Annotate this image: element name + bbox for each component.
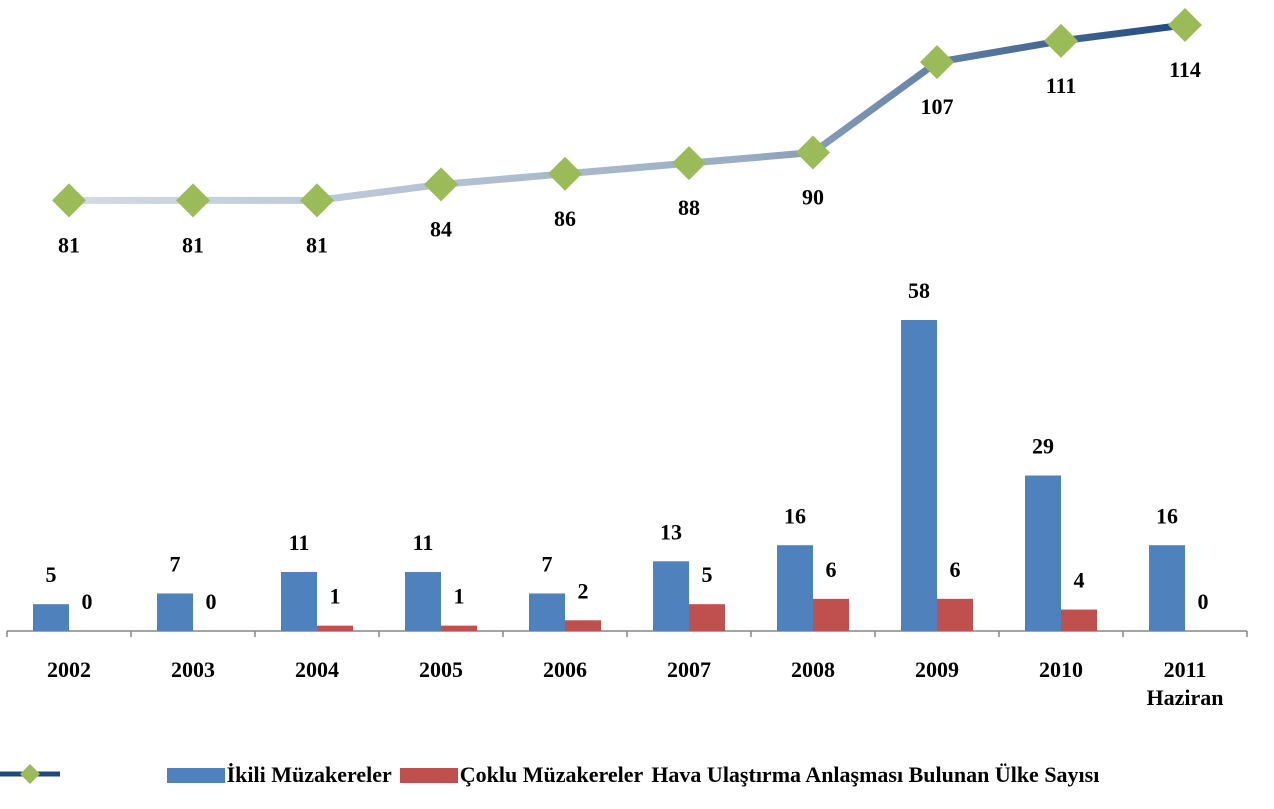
data-label: 0 [1198,589,1209,614]
x-tick-label: 2003 [171,657,215,682]
x-tick-label: 2011 Haziran [1146,657,1224,710]
marker [920,45,954,80]
data-label: 16 [1156,503,1178,528]
data-label: 2 [578,578,589,603]
legend-swatch [399,767,458,783]
x-tick-label: 2005 [419,657,463,682]
data-label: 5 [46,562,57,587]
x-tick-label: 2004 [295,657,339,682]
data-label: 81 [182,232,204,257]
data-label: 6 [950,557,961,582]
x-tick-label: 2007 [667,657,711,682]
data-label: 107 [921,94,954,119]
data-label: 7 [542,552,553,577]
data-label: 11 [289,530,310,555]
data-label: 7 [170,552,181,577]
data-label: 6 [826,557,837,582]
marker [796,135,830,170]
x-tick-label: 2010 [1039,657,1083,682]
data-label: 4 [1074,568,1085,593]
data-label: 1 [330,584,341,609]
bar [901,320,937,631]
bar [777,545,813,631]
x-tick-label: 2009 [915,657,959,682]
legend-item: Hava Ulaştırma Anlaşması Bulunan Ülke Sa… [0,762,1100,788]
data-label: 58 [908,278,930,303]
data-label: 86 [554,206,576,231]
bar [1149,545,1185,631]
bar [565,620,601,631]
data-label: 88 [678,195,700,220]
legend-label: Hava Ulaştırma Anlaşması Bulunan Ülke Sa… [651,762,1100,787]
bar [1061,609,1097,631]
bar [157,593,193,631]
line [69,21,1186,204]
bar [813,598,849,631]
legend-item: İkili Müzakereler [166,762,392,788]
data-label: 81 [58,232,80,257]
data-label: 0 [206,589,217,614]
marker [300,183,334,218]
data-label: 5 [702,562,713,587]
legend-label: Çoklu Müzakereler [459,762,644,787]
x-tick-label: 2008 [791,657,835,682]
bar [529,593,565,631]
data-label: 111 [1046,73,1077,98]
data-label: 114 [1169,57,1201,82]
marker [1168,7,1202,42]
bar [653,561,689,631]
bar [937,598,973,631]
marker [672,146,706,181]
bar [1025,475,1061,631]
data-label: 84 [430,216,452,241]
bar [689,604,725,631]
marker [176,183,210,218]
data-label: 81 [306,232,328,257]
marker [424,167,458,202]
legend: İkili Müzakereler Çoklu Müzakereler Hava U… [0,762,1274,788]
data-label: 1 [454,584,465,609]
marker [1044,23,1078,58]
data-label: 29 [1032,434,1054,459]
data-label: 13 [660,519,682,544]
x-tick-label: 2002 [47,657,91,682]
legend-item: Çoklu Müzakereler [399,762,644,788]
legend-marker [20,764,40,784]
data-label: 16 [784,503,806,528]
marker [52,183,86,218]
data-label: 0 [82,589,93,614]
data-label: 90 [802,185,824,210]
data-label: 11 [413,530,434,555]
bar [33,604,69,631]
bar [405,572,441,631]
bar [317,625,353,631]
legend-label: İkili Müzakereler [226,762,392,787]
legend-swatch [166,767,225,783]
legend-swatch [0,764,60,784]
bar [281,572,317,631]
marker [548,156,582,191]
x-tick-label: 2006 [543,657,587,682]
bar [441,625,477,631]
